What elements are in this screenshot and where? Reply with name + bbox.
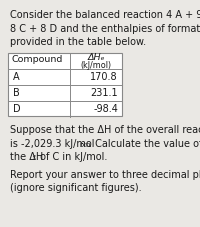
Text: (kJ/mol): (kJ/mol)	[80, 61, 112, 70]
Text: B: B	[13, 88, 20, 98]
Text: 170.8: 170.8	[90, 72, 118, 82]
Text: D: D	[13, 104, 21, 114]
Text: 231.1: 231.1	[90, 88, 118, 98]
Text: (ignore significant figures).: (ignore significant figures).	[10, 183, 142, 193]
Text: Report your answer to three decimal places: Report your answer to three decimal plac…	[10, 169, 200, 179]
Text: the ΔH: the ΔH	[10, 152, 43, 162]
Text: f: f	[33, 155, 36, 161]
Text: A: A	[13, 72, 20, 82]
Text: ΔHₑ: ΔHₑ	[87, 53, 105, 62]
Text: Suppose that the ΔH of the overall reaction: Suppose that the ΔH of the overall react…	[10, 125, 200, 135]
Text: rxn: rxn	[80, 141, 91, 147]
Text: -98.4: -98.4	[93, 104, 118, 114]
Text: . Calculate the value of: . Calculate the value of	[89, 138, 200, 148]
Text: provided in the table below.: provided in the table below.	[10, 37, 146, 47]
Bar	[8, 53, 122, 117]
Text: 8 C + 8 D and the enthalpies of formation: 8 C + 8 D and the enthalpies of formatio…	[10, 23, 200, 33]
Text: Compound: Compound	[12, 55, 63, 64]
Text: is -2,029.3 kJ/mol: is -2,029.3 kJ/mol	[10, 138, 95, 148]
Text: of C in kJ/mol.: of C in kJ/mol.	[37, 152, 107, 162]
Text: Consider the balanced reaction 4 A + 9 B →: Consider the balanced reaction 4 A + 9 B…	[10, 10, 200, 20]
